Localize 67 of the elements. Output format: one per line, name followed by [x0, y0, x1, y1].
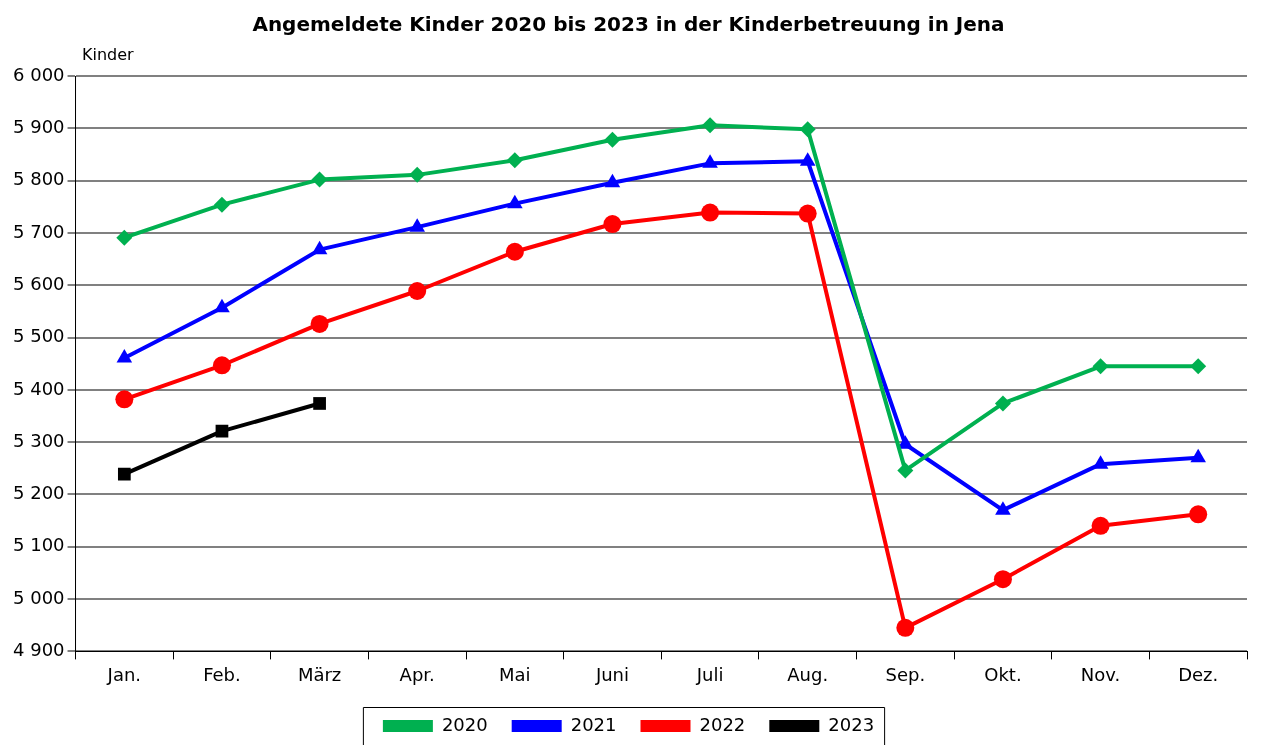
y-tick-label: 5 000	[13, 586, 65, 608]
point	[215, 424, 229, 438]
point	[409, 166, 426, 183]
point	[702, 117, 719, 134]
point	[604, 131, 621, 148]
point	[993, 570, 1012, 589]
y-tick-label: 5 800	[13, 168, 65, 190]
point	[116, 348, 133, 363]
point	[799, 121, 816, 138]
point	[1190, 448, 1206, 463]
point	[507, 194, 523, 209]
point	[1189, 505, 1208, 524]
point	[311, 171, 328, 188]
point	[409, 218, 425, 232]
legend-label: 2021	[570, 713, 617, 735]
point	[798, 204, 817, 223]
point	[505, 242, 524, 261]
y-tick-label: 5 700	[13, 220, 65, 242]
point	[896, 618, 915, 637]
point	[212, 356, 231, 375]
x-tick-label: Nov.	[1080, 663, 1121, 685]
x-tick-label: März	[297, 663, 342, 685]
legend-label: 2022	[699, 713, 746, 735]
point	[116, 229, 133, 246]
point	[994, 395, 1011, 412]
x-tick-label: Sep.	[885, 663, 926, 685]
x-tick-label: Juli	[695, 663, 724, 685]
x-tick-label: Aug.	[787, 663, 829, 685]
point	[603, 215, 622, 234]
point	[213, 196, 230, 213]
point	[311, 240, 328, 255]
legend-label: 2023	[828, 713, 875, 735]
point	[310, 314, 329, 333]
point	[702, 154, 718, 168]
x-tick-label: Okt.	[984, 663, 1022, 685]
point	[897, 462, 914, 479]
x-tick-label: Feb.	[203, 663, 241, 685]
legend-label: 2020	[441, 713, 488, 735]
y-tick-label: 5 600	[13, 272, 65, 294]
x-tick-label: Dez.	[1178, 663, 1219, 685]
point	[1091, 516, 1110, 535]
point	[799, 152, 816, 166]
point	[408, 281, 427, 300]
y-tick-label: 5 500	[13, 325, 65, 347]
y-tick-label: 5 300	[13, 429, 65, 451]
y-tick-label: 5 100	[13, 534, 65, 556]
chart-title: Angemeldete Kinder 2020 bis 2023 in der Kinderbetreuung in Jena	[252, 12, 1005, 37]
point	[604, 173, 621, 188]
x-tick-label: Apr.	[399, 663, 435, 685]
point	[1092, 358, 1109, 375]
y-tick-label: 4 900	[13, 639, 65, 661]
point	[506, 152, 523, 169]
y-tick-label: 6 000	[13, 63, 65, 85]
point	[701, 203, 720, 222]
x-tick-label: Jan.	[106, 663, 142, 685]
y-tick-label: 5 900	[13, 115, 65, 137]
y-tick-label: 5 200	[13, 482, 65, 504]
point	[995, 501, 1011, 515]
point	[313, 397, 326, 410]
x-tick-label: Juni	[594, 663, 630, 685]
x-tick-label: Mai	[499, 663, 531, 685]
y-tick-label: 5 400	[13, 377, 65, 399]
point	[1190, 358, 1207, 375]
y-axis-title: Kinder	[82, 45, 135, 65]
point	[214, 298, 230, 313]
point	[117, 467, 131, 481]
point	[115, 390, 134, 409]
